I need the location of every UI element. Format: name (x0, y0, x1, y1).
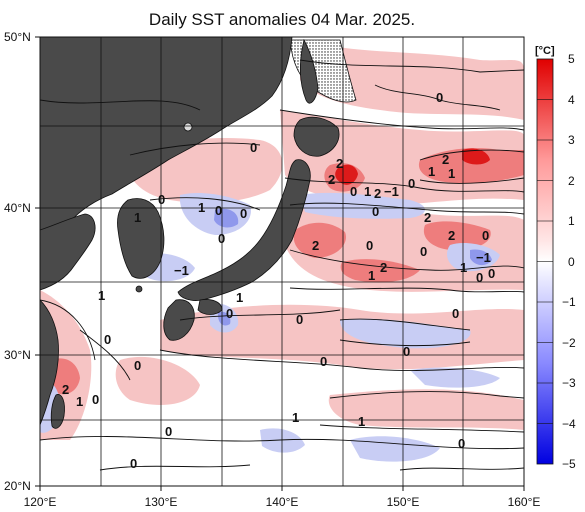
colorbar: [°C] 5 4 3 2 1 0 −1 −2 −3 −4 −5 (535, 45, 576, 471)
colorbar-tick: 2 (568, 174, 575, 188)
contour-label: 0 (366, 238, 373, 253)
contour-label: 2 (62, 382, 69, 397)
contour-label: 2 (448, 228, 455, 243)
contour-label: 0 (403, 344, 410, 359)
contour-label: 0 (215, 203, 222, 218)
contour-label: 0 (436, 90, 443, 105)
lon-label-130e: 130°E (145, 495, 178, 509)
contour-label: 1 (460, 260, 467, 275)
contour-label: 0 (240, 206, 247, 221)
contour-label: 2 (374, 186, 381, 201)
contour-label: 2 (442, 152, 449, 167)
grid-lines (40, 37, 524, 486)
lon-label-120e: 120°E (24, 495, 57, 509)
contour-label: 1 (292, 410, 299, 425)
contour-label: 2 (424, 210, 431, 225)
contour-label: 0 (104, 332, 111, 347)
colorbar-tick: −4 (562, 417, 576, 431)
contour-label: 0 (92, 392, 99, 407)
contour-lines (40, 59, 524, 471)
contour-label: 2 (312, 238, 319, 253)
contour-label: 1 (368, 268, 375, 283)
lat-label-20n: 20°N (4, 479, 31, 493)
lat-label-30n: 30°N (4, 348, 31, 362)
contour-value-labels: 0 0 0 0 0 0 0 0 0 0 0 0 0 0 0 0 0 0 0 0 … (62, 90, 495, 471)
lon-label-150e: 150°E (387, 495, 420, 509)
lat-label-50n: 50°N (4, 30, 31, 44)
contour-label: 1 (448, 166, 455, 181)
contour-label: 0 (488, 266, 495, 281)
anomaly-field: 0 0 0 0 0 0 0 0 0 0 0 0 0 0 0 0 0 0 0 0 … (40, 37, 524, 486)
contour-label: 0 (420, 244, 427, 259)
colorbar-tick: 1 (568, 214, 575, 228)
contour-label: −1 (476, 250, 491, 265)
lat-label-40n: 40°N (4, 201, 31, 215)
contour-label: 0 (218, 231, 225, 246)
contour-label: 2 (328, 172, 335, 187)
contour-label: 0 (320, 354, 327, 369)
contour-label: 0 (226, 306, 233, 321)
contour-label: 0 (482, 228, 489, 243)
colorbar-tick: 0 (568, 255, 575, 269)
colorbar-unit: [°C] (535, 45, 555, 57)
contour-label: 0 (476, 270, 483, 285)
map-title: Daily SST anomalies 04 Mar. 2025. (148, 10, 416, 29)
contour-label: 1 (364, 184, 371, 199)
lon-label-140e: 140°E (266, 495, 299, 509)
contour-label: 0 (458, 436, 465, 451)
contour-label: 0 (130, 456, 137, 471)
contour-label: 0 (250, 140, 257, 155)
contour-label: 2 (336, 156, 343, 171)
contour-label: 0 (165, 424, 172, 439)
contour-label: 1 (358, 414, 365, 429)
land-mass (40, 37, 340, 429)
contour-label: 0 (134, 358, 141, 373)
colorbar-tick: −5 (562, 457, 576, 471)
colorbar-tick: −1 (562, 295, 576, 309)
contour-label: 1 (198, 200, 205, 215)
contour-label: 1 (76, 394, 83, 409)
contour-label: 1 (134, 210, 141, 225)
contour-label: 0 (372, 204, 379, 219)
contour-label: 0 (350, 184, 357, 199)
contour-label: 0 (452, 306, 459, 321)
contour-label: −1 (384, 184, 399, 199)
colorbar-tick: 5 (568, 52, 575, 66)
contour-label: 0 (408, 176, 415, 191)
contour-label: 1 (428, 164, 435, 179)
colorbar-tick: 4 (568, 93, 575, 107)
contour-label: 0 (158, 192, 165, 207)
lon-label-160e: 160°E (508, 495, 541, 509)
contour-label: 0 (296, 312, 303, 327)
contour-label: 1 (236, 290, 243, 305)
contour-label: 1 (98, 288, 105, 303)
colorbar-tick: −3 (562, 376, 576, 390)
colorbar-tick: 3 (568, 133, 575, 147)
contour-label: −1 (174, 263, 189, 278)
contour-label: 2 (380, 260, 387, 275)
colorbar-tick: −2 (562, 336, 576, 350)
